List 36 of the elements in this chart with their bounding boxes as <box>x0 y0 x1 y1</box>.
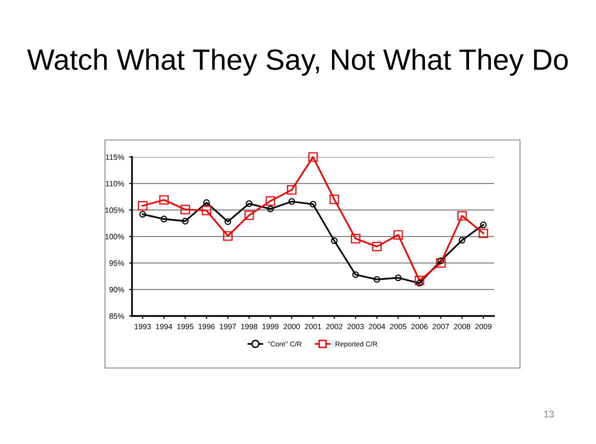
point <box>267 206 274 212</box>
point <box>352 271 359 278</box>
point <box>372 242 382 252</box>
point <box>202 206 212 216</box>
point <box>159 195 169 205</box>
point <box>393 230 403 240</box>
point <box>350 234 360 244</box>
point <box>246 200 252 207</box>
point <box>394 274 402 282</box>
chart-title: Watch What They Say, Not What They Do <box>27 48 568 76</box>
point <box>288 198 296 205</box>
point <box>182 218 189 224</box>
point <box>458 236 466 244</box>
point <box>266 196 276 206</box>
point <box>308 152 318 162</box>
point <box>180 204 190 214</box>
point <box>203 199 210 206</box>
point <box>244 210 254 220</box>
text: 13 <box>544 410 554 418</box>
point <box>223 231 233 241</box>
point <box>139 210 146 218</box>
point <box>414 276 424 286</box>
point <box>286 185 296 195</box>
point <box>457 211 467 221</box>
point <box>224 218 232 225</box>
point <box>160 216 168 222</box>
point <box>437 258 444 264</box>
point <box>330 194 340 204</box>
point <box>310 200 316 208</box>
point <box>478 228 488 238</box>
point <box>374 276 380 283</box>
point <box>416 280 423 286</box>
point <box>330 237 338 244</box>
point <box>138 201 148 210</box>
point <box>436 258 446 268</box>
point <box>480 222 487 228</box>
